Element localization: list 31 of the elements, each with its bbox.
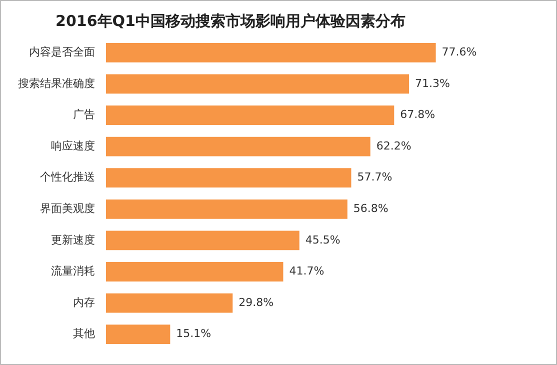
- y-tick-label: 内容是否全面: [29, 46, 95, 59]
- y-tick-label: 其他: [73, 327, 95, 340]
- y-tick-label: 响应速度: [51, 139, 95, 152]
- chart-title: 2016年Q1中国移动搜索市场影响用户体验因素分布: [56, 12, 406, 30]
- data-label: 41.7%: [289, 264, 324, 278]
- bar: [106, 199, 348, 219]
- data-label: 62.2%: [376, 139, 412, 152]
- y-tick-label: 流量消耗: [51, 264, 95, 278]
- y-tick-label: 广告: [73, 108, 95, 122]
- y-tick-label: 更新速度: [51, 233, 95, 246]
- y-tick-label: 个性化推送: [40, 170, 95, 184]
- data-label: 67.8%: [400, 108, 436, 122]
- data-label: 45.5%: [305, 233, 340, 246]
- bar: [106, 42, 436, 62]
- data-label: 56.8%: [353, 202, 388, 216]
- data-label: 71.3%: [415, 76, 450, 90]
- bar: [106, 136, 370, 156]
- data-label: 57.7%: [357, 170, 392, 184]
- y-tick-label: 搜索结果准确度: [18, 76, 95, 90]
- data-label: 29.8%: [238, 296, 274, 309]
- y-tick-label: 内存: [73, 296, 95, 309]
- data-label: 77.6%: [442, 46, 477, 59]
- y-tick-label: 界面美观度: [40, 202, 95, 216]
- bar: [106, 324, 170, 344]
- bar: [106, 293, 233, 313]
- bar: [106, 262, 284, 282]
- bar: [106, 106, 394, 125]
- bar: [106, 230, 300, 250]
- bar: [106, 168, 352, 188]
- bar: [106, 74, 410, 94]
- data-label: 15.1%: [176, 327, 212, 340]
